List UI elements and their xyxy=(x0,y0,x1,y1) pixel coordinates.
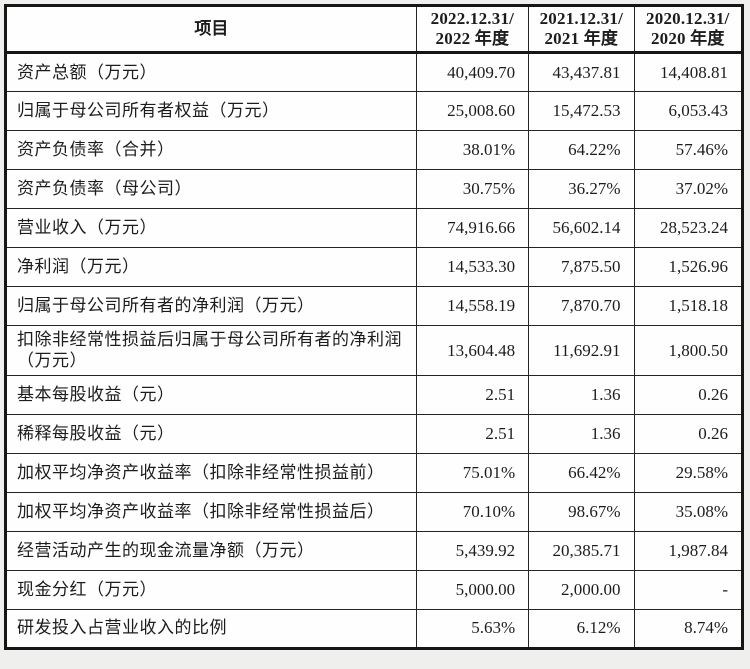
row-label: 扣除非经常性损益后归属于母公司所有者的净利润（万元） xyxy=(5,325,417,376)
table-row: 归属于母公司所有者的净利润（万元） 14,558.19 7,870.70 1,5… xyxy=(5,286,744,326)
cell-value: 25,008.60 xyxy=(415,91,530,131)
row-label: 加权平均净资产收益率（扣除非经常性损益前） xyxy=(5,452,417,493)
period-year: 2022 年度 xyxy=(435,29,510,48)
table-row: 扣除非经常性损益后归属于母公司所有者的净利润（万元） 13,604.48 11,… xyxy=(5,325,744,376)
period-date: 2020.12.31/ xyxy=(646,9,730,28)
row-label: 基本每股收益（元） xyxy=(5,374,417,415)
cell-value: 2.51 xyxy=(415,413,530,454)
cell-value: 28,523.24 xyxy=(633,208,744,248)
row-label: 归属于母公司所有者的净利润（万元） xyxy=(5,286,417,326)
cell-value: 11,692.91 xyxy=(528,325,635,376)
col-header-item: 项目 xyxy=(5,5,417,54)
cell-value: 40,409.70 xyxy=(415,52,530,92)
period-date: 2021.12.31/ xyxy=(539,9,624,28)
col-header-period-2021: 2021.12.31/ 2021 年度 xyxy=(528,5,635,54)
row-label: 营业收入（万元） xyxy=(5,208,417,248)
cell-value: 2,000.00 xyxy=(528,569,635,610)
cell-value: 8.74% xyxy=(633,608,744,649)
table-row: 研发投入占营业收入的比例 5.63% 6.12% 8.74% xyxy=(5,608,744,649)
cell-value: 36.27% xyxy=(528,169,635,209)
row-label: 资产总额（万元） xyxy=(5,52,417,92)
row-label: 资产负债率（母公司） xyxy=(5,169,417,209)
cell-value: 2.51 xyxy=(415,374,530,415)
table-row: 加权平均净资产收益率（扣除非经常性损益后） 70.10% 98.67% 35.0… xyxy=(5,491,744,532)
cell-value: 1.36 xyxy=(528,413,635,454)
cell-value: 1,800.50 xyxy=(633,325,744,376)
cell-value: 75.01% xyxy=(415,452,530,493)
cell-value: 57.46% xyxy=(633,130,744,170)
cell-value: 7,875.50 xyxy=(528,247,635,287)
cell-value: 5,000.00 xyxy=(415,569,530,610)
period-year: 2020 年度 xyxy=(650,29,725,48)
cell-value: 14,408.81 xyxy=(633,52,744,92)
cell-value: 1,518.18 xyxy=(633,286,744,326)
cell-value: 64.22% xyxy=(528,130,635,170)
cell-value: 6.12% xyxy=(528,608,635,649)
cell-value: 98.67% xyxy=(528,491,635,532)
row-label: 现金分红（万元） xyxy=(5,569,417,610)
row-label: 净利润（万元） xyxy=(5,247,417,287)
cell-value: 37.02% xyxy=(633,169,744,209)
row-label: 资产负债率（合并） xyxy=(5,130,417,170)
cell-value: 20,385.71 xyxy=(528,530,635,571)
cell-value: 13,604.48 xyxy=(415,325,530,376)
cell-value: 56,602.14 xyxy=(528,208,635,248)
row-label: 加权平均净资产收益率（扣除非经常性损益后） xyxy=(5,491,417,532)
cell-value: 1.36 xyxy=(528,374,635,415)
cell-value: 0.26 xyxy=(633,374,744,415)
row-label: 稀释每股收益（元） xyxy=(5,413,417,454)
table-row: 经营活动产生的现金流量净额（万元） 5,439.92 20,385.71 1,9… xyxy=(5,530,744,571)
cell-value: 38.01% xyxy=(415,130,530,170)
row-label: 经营活动产生的现金流量净额（万元） xyxy=(5,530,417,571)
table-row: 加权平均净资产收益率（扣除非经常性损益前） 75.01% 66.42% 29.5… xyxy=(5,452,744,493)
period-date: 2022.12.31/ xyxy=(430,9,515,28)
table-row: 资产负债率（母公司） 30.75% 36.27% 37.02% xyxy=(5,169,744,209)
header-row: 项目 2022.12.31/ 2022 年度 2021.12.31/ 2021 … xyxy=(5,5,744,54)
cell-value: 15,472.53 xyxy=(528,91,635,131)
cell-value: 35.08% xyxy=(633,491,744,532)
cell-value: 0.26 xyxy=(633,413,744,454)
cell-value: 1,526.96 xyxy=(633,247,744,287)
table-row: 资产负债率（合并） 38.01% 64.22% 57.46% xyxy=(5,130,744,170)
table-row: 现金分红（万元） 5,000.00 2,000.00 - xyxy=(5,569,744,610)
table-row: 净利润（万元） 14,533.30 7,875.50 1,526.96 xyxy=(5,247,744,287)
col-header-period-2020: 2020.12.31/ 2020 年度 xyxy=(633,5,744,54)
table-row: 基本每股收益（元） 2.51 1.36 0.26 xyxy=(5,374,744,415)
cell-value: 1,987.84 xyxy=(633,530,744,571)
cell-value: 74,916.66 xyxy=(415,208,530,248)
cell-value: 6,053.43 xyxy=(633,91,744,131)
cell-value: 43,437.81 xyxy=(528,52,635,92)
col-header-period-2022: 2022.12.31/ 2022 年度 xyxy=(415,5,530,54)
cell-value: - xyxy=(633,569,744,610)
row-label: 研发投入占营业收入的比例 xyxy=(5,608,417,649)
cell-value: 14,558.19 xyxy=(415,286,530,326)
table-row: 稀释每股收益（元） 2.51 1.36 0.26 xyxy=(5,413,744,454)
financial-summary-table: 项目 2022.12.31/ 2022 年度 2021.12.31/ 2021 … xyxy=(4,4,744,650)
table-row: 归属于母公司所有者权益（万元） 25,008.60 15,472.53 6,05… xyxy=(5,91,744,131)
table-row: 营业收入（万元） 74,916.66 56,602.14 28,523.24 xyxy=(5,208,744,248)
cell-value: 29.58% xyxy=(633,452,744,493)
row-label: 归属于母公司所有者权益（万元） xyxy=(5,91,417,131)
cell-value: 5.63% xyxy=(415,608,530,649)
table-row: 资产总额（万元） 40,409.70 43,437.81 14,408.81 xyxy=(5,52,744,92)
cell-value: 70.10% xyxy=(415,491,530,532)
period-year: 2021 年度 xyxy=(544,29,619,48)
cell-value: 5,439.92 xyxy=(415,530,530,571)
cell-value: 7,870.70 xyxy=(528,286,635,326)
cell-value: 14,533.30 xyxy=(415,247,530,287)
cell-value: 30.75% xyxy=(415,169,530,209)
cell-value: 66.42% xyxy=(528,452,635,493)
